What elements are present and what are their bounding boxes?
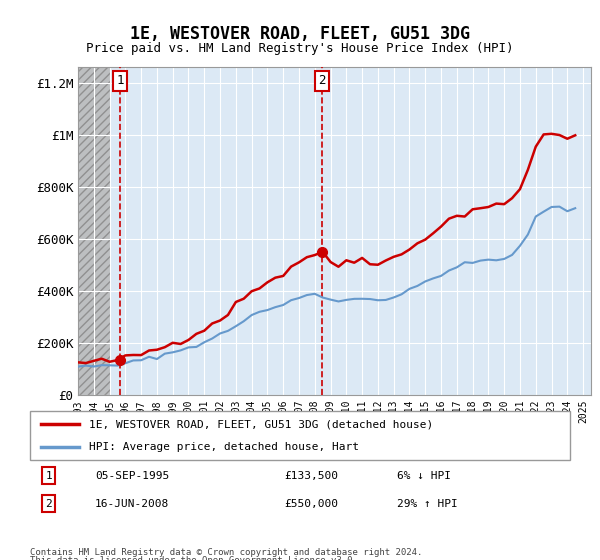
Text: Price paid vs. HM Land Registry's House Price Index (HPI): Price paid vs. HM Land Registry's House … [86, 42, 514, 55]
Text: 05-SEP-1995: 05-SEP-1995 [95, 470, 169, 480]
Text: 1E, WESTOVER ROAD, FLEET, GU51 3DG: 1E, WESTOVER ROAD, FLEET, GU51 3DG [130, 25, 470, 43]
Text: This data is licensed under the Open Government Licence v3.0.: This data is licensed under the Open Gov… [30, 556, 358, 560]
Text: 2: 2 [46, 498, 52, 508]
Text: £133,500: £133,500 [284, 470, 338, 480]
Text: HPI: Average price, detached house, Hart: HPI: Average price, detached house, Hart [89, 442, 359, 452]
Text: Contains HM Land Registry data © Crown copyright and database right 2024.: Contains HM Land Registry data © Crown c… [30, 548, 422, 557]
Text: 1: 1 [46, 470, 52, 480]
Text: 29% ↑ HPI: 29% ↑ HPI [397, 498, 458, 508]
Text: 1E, WESTOVER ROAD, FLEET, GU51 3DG (detached house): 1E, WESTOVER ROAD, FLEET, GU51 3DG (deta… [89, 419, 434, 430]
Bar [78, 67, 110, 395]
Text: 1: 1 [116, 74, 124, 87]
Text: 6% ↓ HPI: 6% ↓ HPI [397, 470, 451, 480]
FancyBboxPatch shape [30, 411, 570, 460]
Text: 2: 2 [318, 74, 326, 87]
Text: 16-JUN-2008: 16-JUN-2008 [95, 498, 169, 508]
Text: £550,000: £550,000 [284, 498, 338, 508]
